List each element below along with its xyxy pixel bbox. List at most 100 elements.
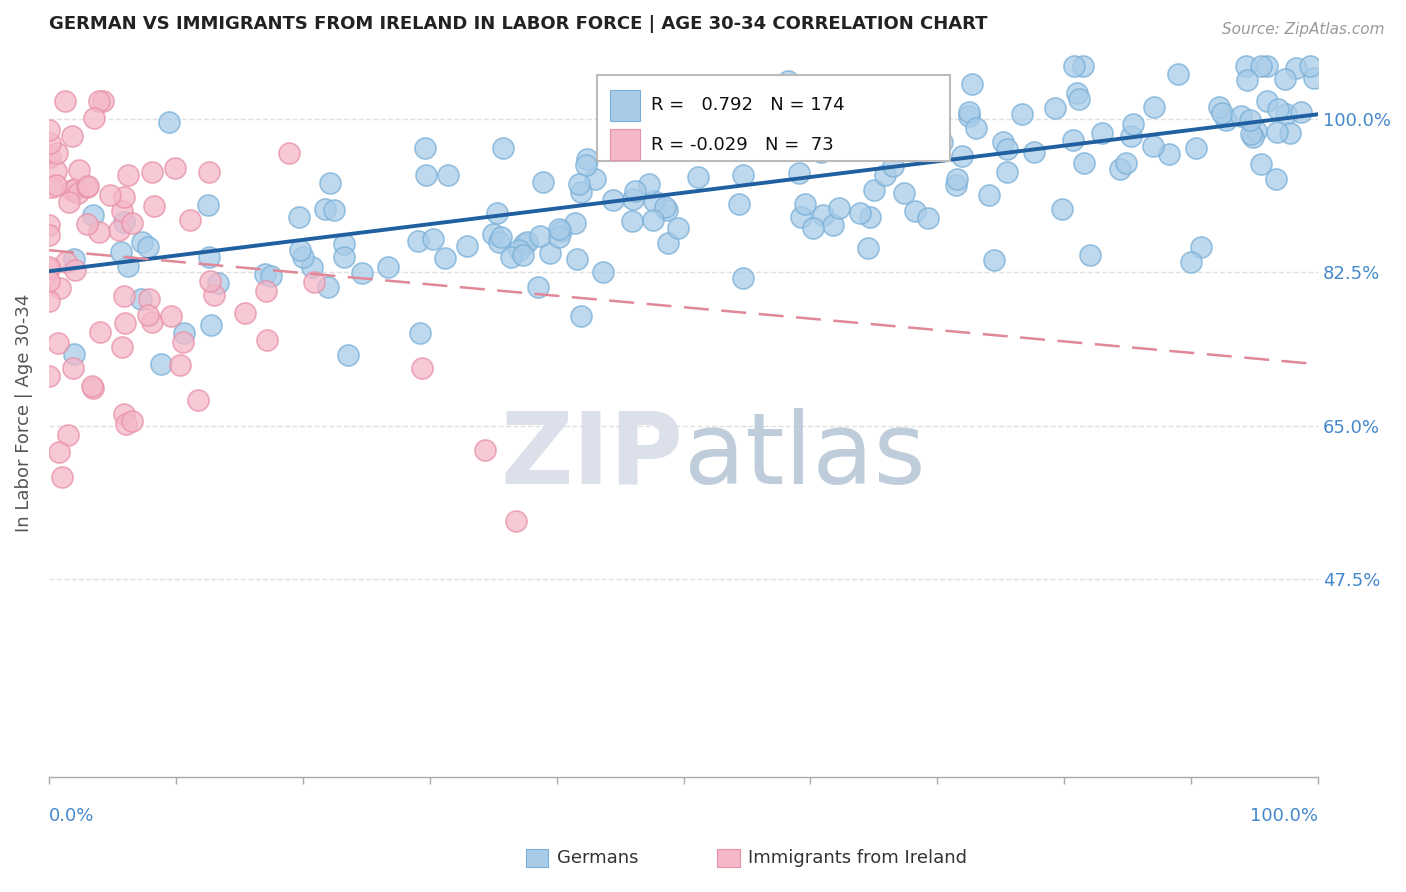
- Point: [1278, 126, 1301, 140]
- Point: [44, 178, 66, 192]
- Point: [823, 142, 845, 156]
- Point: [62, 360, 84, 375]
- Point: [1267, 102, 1289, 116]
- Point: [531, 175, 554, 189]
- Point: [790, 211, 813, 225]
- Point: [485, 206, 508, 220]
- Point: [1043, 101, 1066, 115]
- Point: [904, 204, 927, 219]
- Point: [150, 357, 173, 371]
- Point: [624, 184, 647, 198]
- Point: [474, 443, 496, 458]
- Point: [82, 381, 104, 395]
- FancyBboxPatch shape: [610, 129, 640, 160]
- Point: [620, 214, 643, 228]
- Point: [131, 235, 153, 250]
- Point: [51, 470, 73, 484]
- Point: [950, 149, 973, 163]
- Text: GERMAN VS IMMIGRANTS FROM IRELAND IN LABOR FORCE | AGE 30-34 CORRELATION CHART: GERMAN VS IMMIGRANTS FROM IRELAND IN LAB…: [49, 15, 987, 33]
- Point: [1246, 124, 1268, 138]
- Point: [917, 211, 939, 225]
- Point: [811, 208, 834, 222]
- Point: [489, 229, 512, 244]
- Point: [89, 225, 111, 239]
- Point: [159, 309, 181, 323]
- Point: [505, 514, 527, 528]
- Point: [1159, 147, 1181, 161]
- Point: [1121, 128, 1143, 143]
- Point: [501, 250, 523, 264]
- Point: [731, 270, 754, 285]
- Point: [681, 106, 703, 120]
- Point: [143, 199, 166, 213]
- Point: [207, 276, 229, 290]
- Point: [98, 188, 121, 202]
- Point: [1208, 100, 1230, 114]
- Point: [323, 202, 346, 217]
- Point: [1066, 86, 1088, 100]
- Point: [159, 115, 181, 129]
- Point: [1285, 61, 1308, 75]
- Point: [508, 243, 530, 257]
- Point: [763, 128, 786, 142]
- Point: [550, 224, 572, 238]
- Point: [768, 113, 790, 128]
- Point: [136, 240, 159, 254]
- Point: [415, 168, 437, 182]
- Point: [727, 197, 749, 211]
- Point: [332, 236, 354, 251]
- Point: [957, 109, 980, 123]
- Point: [569, 309, 592, 323]
- Point: [1302, 70, 1324, 85]
- Point: [256, 333, 278, 347]
- Point: [117, 168, 139, 182]
- Point: [411, 361, 433, 376]
- Point: [1189, 240, 1212, 254]
- Point: [1167, 66, 1189, 80]
- Text: atlas: atlas: [683, 408, 925, 505]
- Point: [141, 315, 163, 329]
- Point: [834, 99, 856, 113]
- Point: [437, 169, 460, 183]
- Point: [883, 111, 905, 125]
- Point: [727, 132, 749, 146]
- Text: Immigrants from Ireland: Immigrants from Ireland: [748, 849, 967, 867]
- Point: [920, 114, 942, 128]
- Point: [76, 217, 98, 231]
- Point: [548, 221, 571, 235]
- Point: [89, 326, 111, 340]
- Point: [1275, 107, 1298, 121]
- Point: [1236, 73, 1258, 87]
- Point: [633, 128, 655, 142]
- Point: [1071, 59, 1094, 73]
- Point: [141, 165, 163, 179]
- Point: [253, 268, 276, 282]
- Text: Source: ZipAtlas.com: Source: ZipAtlas.com: [1222, 22, 1385, 37]
- Point: [38, 261, 60, 276]
- Point: [754, 143, 776, 157]
- Point: [292, 250, 315, 264]
- Point: [1250, 157, 1272, 171]
- Point: [1109, 161, 1132, 176]
- Point: [314, 202, 336, 216]
- Point: [422, 232, 444, 246]
- Point: [260, 269, 283, 284]
- Point: [200, 318, 222, 332]
- Point: [76, 180, 98, 194]
- Point: [849, 206, 872, 220]
- Point: [233, 306, 256, 320]
- Point: [859, 211, 882, 225]
- Point: [114, 417, 136, 431]
- Point: [654, 200, 676, 214]
- Point: [138, 293, 160, 307]
- Point: [482, 227, 505, 241]
- Point: [641, 213, 664, 227]
- Point: [1241, 130, 1264, 145]
- Point: [121, 414, 143, 428]
- Y-axis label: In Labor Force | Age 30-34: In Labor Force | Age 30-34: [15, 293, 32, 532]
- Text: ZIP: ZIP: [501, 408, 683, 505]
- Text: 0.0%: 0.0%: [49, 807, 94, 825]
- Point: [82, 208, 104, 222]
- Point: [761, 102, 783, 116]
- Text: 100.0%: 100.0%: [1250, 807, 1319, 825]
